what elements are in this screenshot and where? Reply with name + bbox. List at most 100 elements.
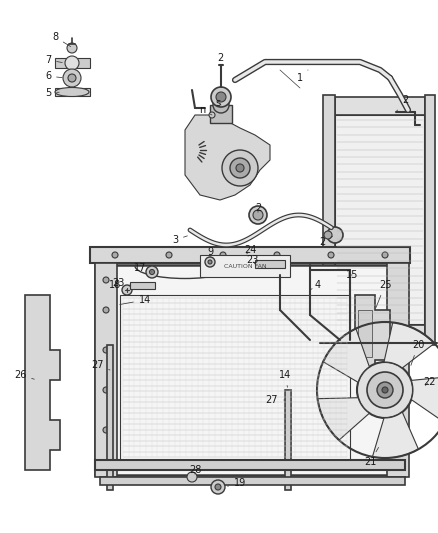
Bar	[387, 263, 409, 477]
Circle shape	[63, 69, 81, 87]
Circle shape	[236, 164, 244, 172]
Circle shape	[187, 472, 197, 482]
Circle shape	[328, 252, 334, 258]
Polygon shape	[185, 115, 270, 200]
Circle shape	[211, 480, 225, 494]
Text: 1: 1	[297, 70, 308, 83]
Text: 21: 21	[364, 447, 378, 467]
Circle shape	[166, 252, 172, 258]
Bar	[100, 477, 405, 485]
Text: 14: 14	[279, 370, 291, 387]
Text: 3: 3	[172, 235, 187, 245]
Text: 20: 20	[411, 340, 424, 366]
Circle shape	[208, 260, 212, 264]
Bar	[335, 325, 425, 343]
Text: 25: 25	[376, 280, 391, 308]
Text: 15: 15	[346, 270, 358, 280]
Bar	[95, 265, 405, 475]
Circle shape	[103, 387, 109, 393]
Text: 9: 9	[207, 247, 213, 257]
Text: 28: 28	[189, 465, 201, 475]
Text: 6: 6	[45, 71, 62, 81]
Circle shape	[103, 427, 109, 433]
Polygon shape	[355, 295, 390, 380]
Circle shape	[382, 387, 388, 393]
Text: 18: 18	[109, 280, 127, 290]
Text: s: s	[215, 98, 221, 108]
Polygon shape	[372, 412, 418, 458]
Text: 17: 17	[134, 263, 152, 273]
Circle shape	[205, 257, 215, 267]
Circle shape	[103, 277, 109, 283]
Text: 2: 2	[396, 95, 408, 112]
Circle shape	[68, 74, 76, 82]
Circle shape	[67, 43, 77, 53]
Circle shape	[220, 252, 226, 258]
Bar	[90, 247, 410, 263]
Circle shape	[122, 285, 132, 295]
Bar	[95, 460, 405, 470]
Text: 2: 2	[217, 53, 223, 68]
Bar	[210, 105, 232, 123]
Bar	[200, 255, 290, 277]
Text: 4: 4	[310, 280, 321, 290]
Circle shape	[327, 227, 343, 243]
Circle shape	[253, 210, 263, 220]
Bar	[358, 310, 372, 357]
Circle shape	[367, 372, 403, 408]
Text: 19: 19	[228, 478, 246, 488]
Text: 23: 23	[246, 255, 258, 265]
Text: 14: 14	[120, 295, 151, 305]
Bar	[107, 345, 113, 490]
Circle shape	[149, 270, 155, 274]
Circle shape	[103, 347, 109, 353]
Circle shape	[146, 266, 158, 278]
Text: CAUTION FAN: CAUTION FAN	[224, 263, 266, 269]
Circle shape	[213, 97, 229, 113]
Circle shape	[211, 87, 231, 107]
Text: 27: 27	[91, 360, 110, 370]
Circle shape	[103, 307, 109, 313]
Circle shape	[377, 382, 393, 398]
Bar	[255, 260, 285, 268]
Text: 5: 5	[45, 88, 59, 98]
Bar	[130, 282, 155, 289]
Text: 23: 23	[112, 278, 130, 288]
Text: 24: 24	[244, 245, 256, 255]
Circle shape	[112, 252, 118, 258]
Bar	[335, 97, 425, 115]
Polygon shape	[25, 295, 60, 470]
Ellipse shape	[55, 87, 89, 96]
Circle shape	[222, 150, 258, 186]
Circle shape	[216, 92, 226, 102]
Text: 26: 26	[14, 370, 34, 380]
Bar	[425, 95, 435, 345]
Circle shape	[209, 112, 215, 118]
Text: 2: 2	[255, 203, 261, 213]
Text: 27: 27	[266, 395, 285, 405]
Polygon shape	[55, 88, 90, 96]
Circle shape	[324, 231, 332, 239]
Polygon shape	[411, 376, 438, 423]
Polygon shape	[318, 398, 369, 440]
Circle shape	[357, 362, 413, 418]
Bar	[95, 263, 117, 477]
Circle shape	[65, 56, 79, 70]
Text: 2: 2	[319, 236, 332, 247]
Circle shape	[382, 252, 388, 258]
Circle shape	[230, 158, 250, 178]
Bar	[120, 295, 350, 460]
Bar	[285, 390, 291, 490]
Circle shape	[249, 206, 267, 224]
Polygon shape	[55, 58, 90, 68]
Bar	[335, 115, 425, 325]
Circle shape	[215, 484, 221, 490]
Text: n: n	[199, 105, 212, 115]
Polygon shape	[384, 322, 434, 368]
Circle shape	[274, 252, 280, 258]
Circle shape	[388, 104, 404, 120]
Text: 22: 22	[424, 377, 436, 387]
Text: 8: 8	[52, 32, 71, 46]
Polygon shape	[323, 328, 369, 382]
Bar	[323, 95, 335, 345]
